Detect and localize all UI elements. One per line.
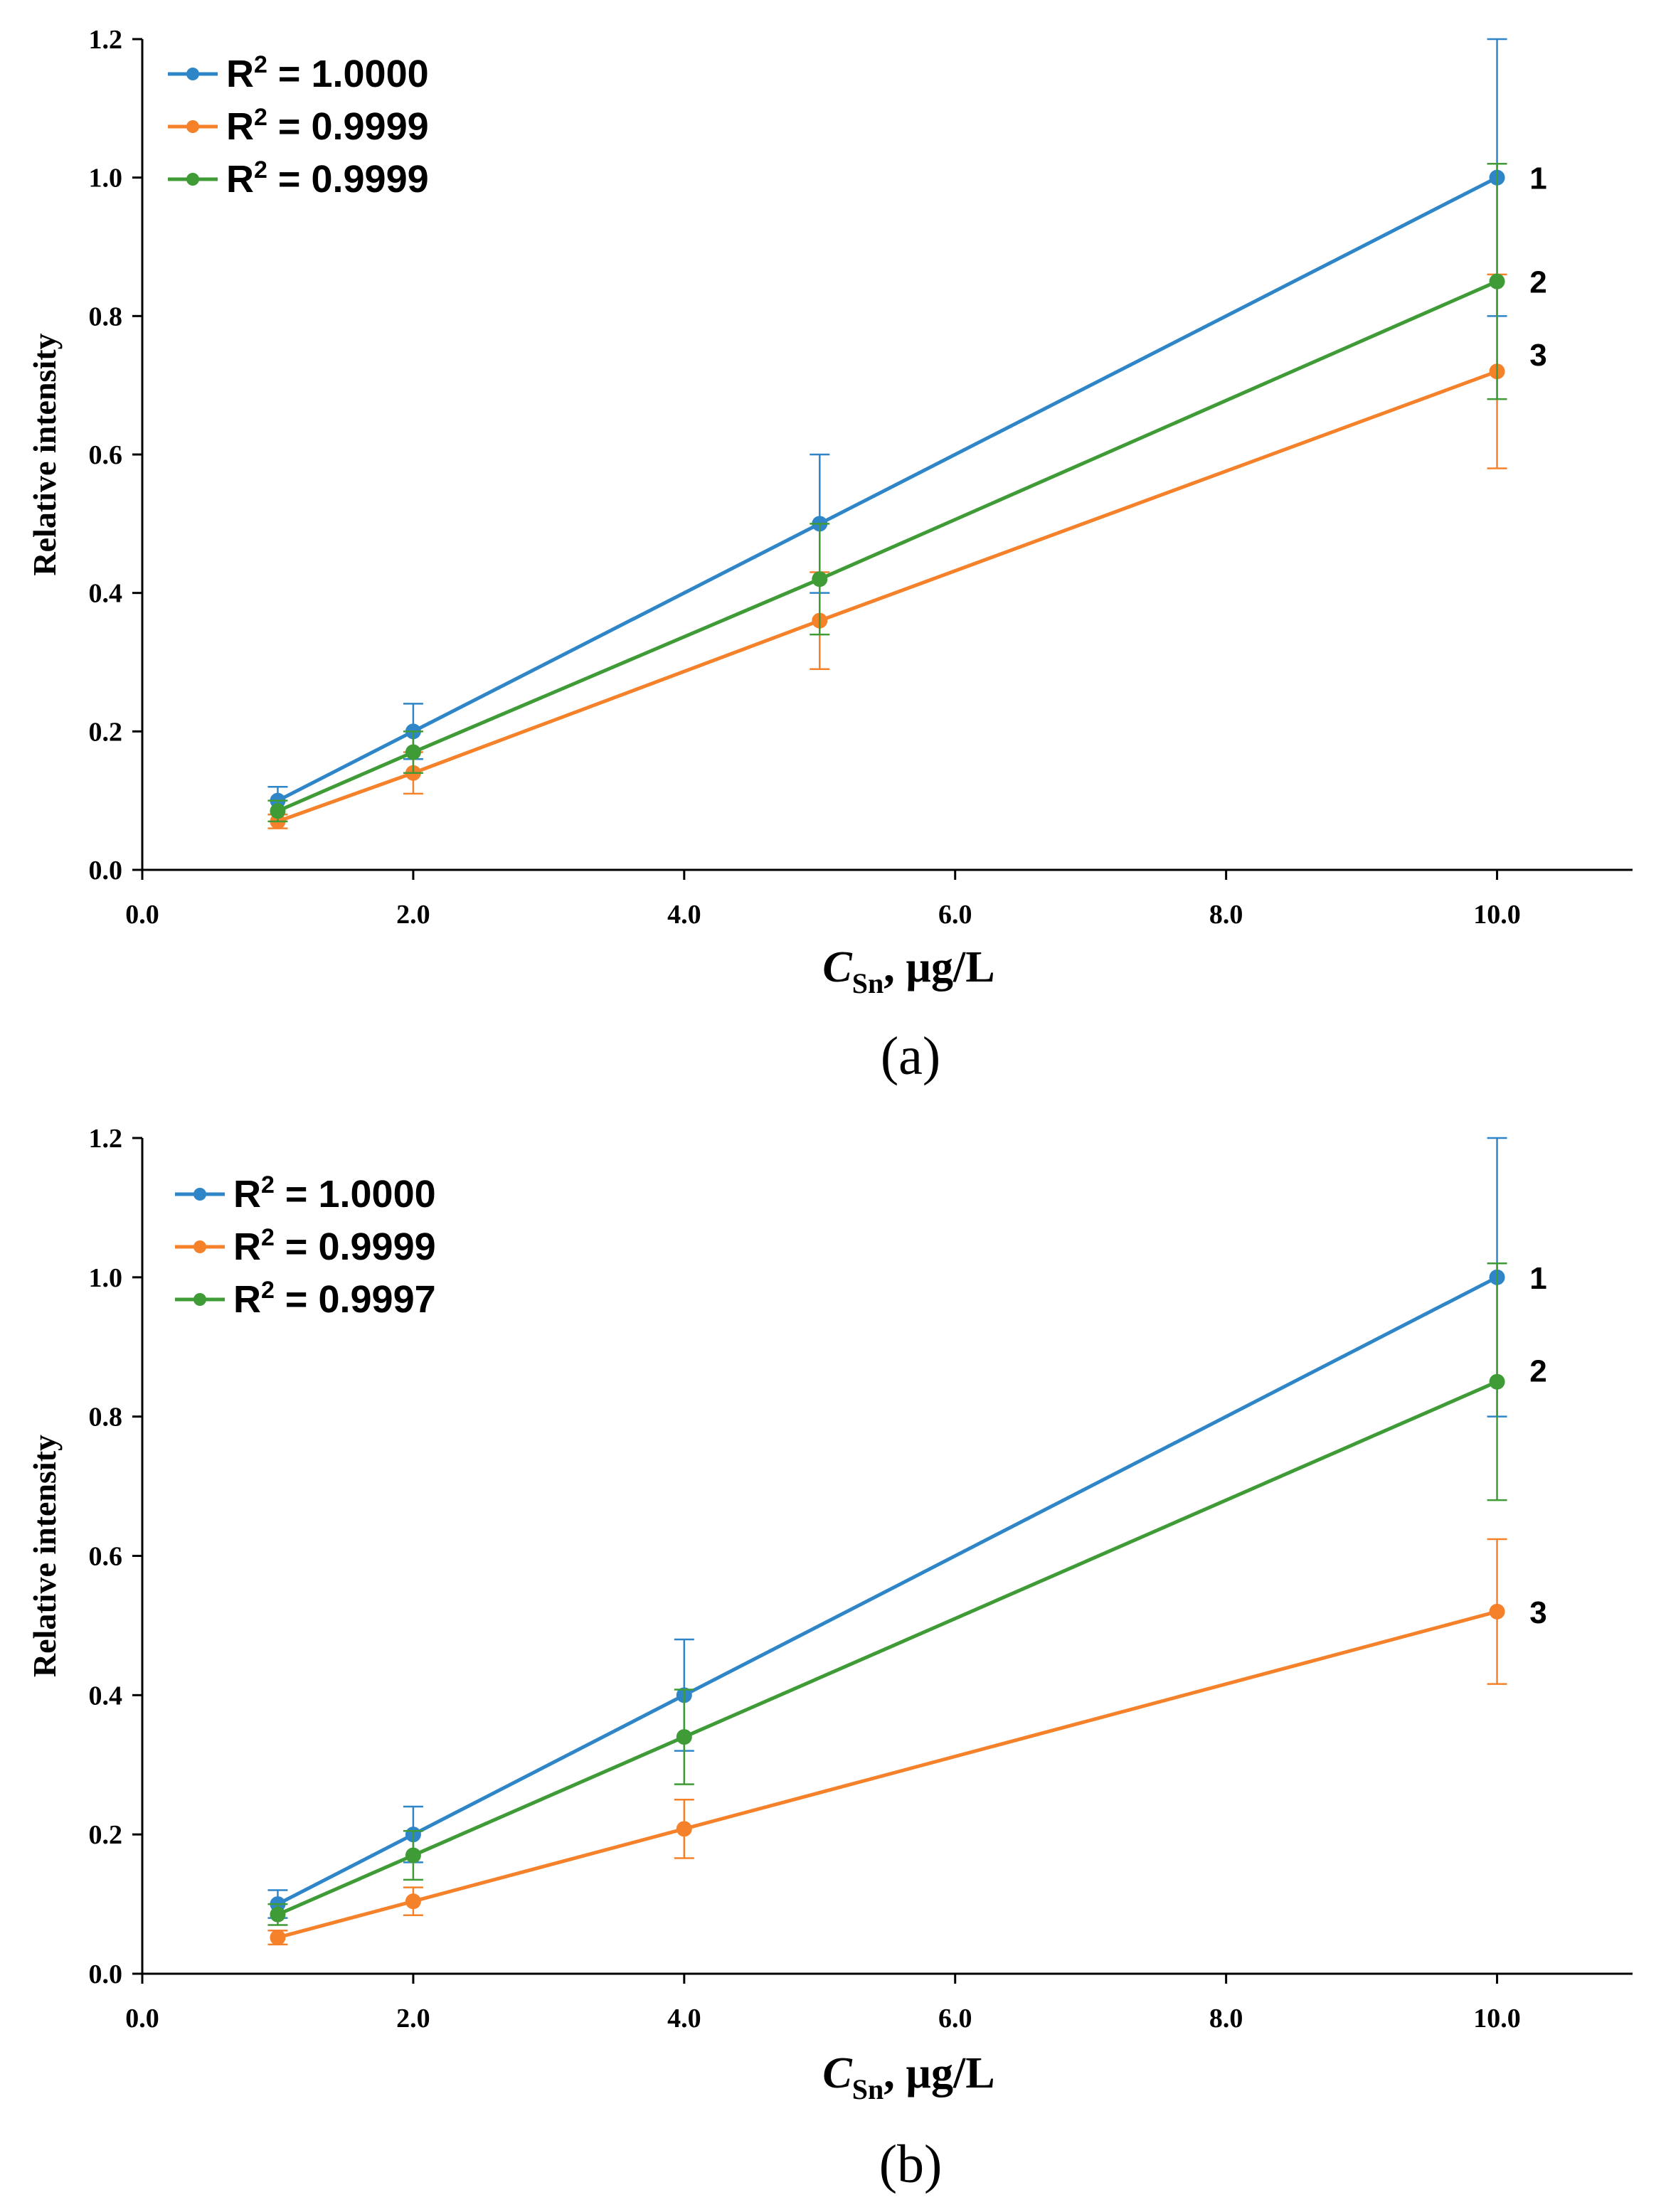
x-axis-title-symbol: C [822, 2049, 852, 2097]
legend-swatch-marker [186, 68, 199, 80]
legend-swatch-marker [186, 120, 199, 133]
x-tick-label: 6.0 [938, 2004, 972, 2033]
legend-entry-value: = 1.0000 [275, 1173, 436, 1216]
chart-panel-a: 0.0 0.2 0.4 0.6 0.8 1.0 1.2 0.0 2.0 4.0 6.0 8.0 10.0… [26, 25, 1633, 1086]
chart-panel-b: 0.0 0.2 0.4 0.6 0.8 1.0 1.2 0.0 2.0 4.0 6.0 8.0 10.0… [26, 1124, 1633, 2194]
series-line [277, 369, 1498, 824]
x-tick-label: 4.0 [667, 900, 701, 930]
data-point [812, 571, 828, 587]
curve-label: 3 [1529, 338, 1546, 373]
series-line [277, 1275, 1498, 1906]
legend-entry-value: = 0.9999 [275, 1225, 436, 1268]
legend-entry: R2 = 0.9997 [233, 1277, 436, 1321]
x-axis-title-symbol: C [822, 943, 852, 991]
y-tick-label: 0.0 [89, 856, 123, 886]
curve-label: 2 [1529, 1354, 1546, 1389]
curve-label: 3 [1529, 1595, 1546, 1630]
data-point [405, 1893, 421, 1910]
series-2: 3 [267, 1538, 1547, 1946]
x-axis-title: CSn, µg/L [822, 943, 994, 999]
x-axis-title-unit: , µg/L [883, 943, 994, 991]
legend-swatch-marker [186, 173, 199, 186]
legend-entry: R2 = 0.9999 [226, 156, 429, 201]
legend-entry-superscript: 2 [254, 51, 267, 78]
legend-swatch-marker [193, 1240, 206, 1253]
data-point [405, 744, 421, 760]
data-point [405, 1847, 421, 1863]
data-point [270, 803, 286, 819]
curve-label: 2 [1529, 265, 1546, 300]
legend-entry-value: = 0.9997 [275, 1278, 436, 1321]
y-tick-label: 0.8 [89, 1403, 123, 1432]
data-point [270, 1930, 286, 1946]
series-1: 1 [267, 1137, 1547, 1919]
panel-caption: (b) [879, 2134, 943, 2194]
legend-entry-prefix: R [226, 158, 254, 201]
x-tick-label: 10.0 [1473, 2004, 1521, 2033]
y-tick-label: 0.0 [89, 1960, 123, 1989]
legend-entry-prefix: R [226, 53, 254, 95]
y-tick-label: 1.0 [89, 164, 123, 193]
y-tick-label: 0.2 [89, 1820, 123, 1850]
x-axis-title-subscript: Sn [852, 2073, 884, 2105]
data-point [1489, 1373, 1505, 1390]
y-tick-label: 0.6 [89, 440, 123, 470]
y-tick-label: 1.0 [89, 1263, 123, 1293]
legend-entry-value: = 0.9999 [267, 105, 429, 148]
x-tick-label: 6.0 [938, 900, 972, 930]
data-point [676, 1729, 692, 1745]
legend-entry-superscript: 2 [261, 1224, 275, 1251]
legend-entry-prefix: R [233, 1173, 261, 1216]
data-point [676, 1821, 692, 1837]
x-tick-label: 2.0 [396, 900, 430, 930]
legend-entry-prefix: R [226, 105, 254, 148]
x-tick-label: 2.0 [396, 2004, 430, 2033]
series-3: 2 [267, 162, 1547, 823]
x-axis-title-unit: , µg/L [883, 2049, 994, 2097]
y-tick-label: 1.2 [89, 25, 123, 55]
x-tick-label: 8.0 [1209, 2004, 1243, 2033]
curve-label: 1 [1529, 1261, 1546, 1296]
y-tick-label: 0.6 [89, 1542, 123, 1572]
legend-entry: R2 = 1.0000 [226, 51, 429, 95]
x-tick-label: 8.0 [1209, 900, 1243, 930]
x-tick-label: 0.0 [125, 2004, 159, 2033]
series-line [277, 176, 1498, 802]
series-3: 2 [267, 1262, 1547, 1926]
y-tick-label: 0.8 [89, 302, 123, 331]
data-point [1489, 1603, 1505, 1620]
series-line [277, 1610, 1498, 1940]
y-tick-label: 0.4 [89, 1681, 123, 1711]
x-tick-label: 10.0 [1473, 900, 1521, 930]
legend-swatch-marker [193, 1188, 206, 1201]
x-tick-label: 4.0 [667, 2004, 701, 2033]
data-point [1489, 273, 1505, 289]
legend-entry: R2 = 1.0000 [233, 1171, 436, 1216]
y-axis-title: Relative intensity [26, 333, 63, 575]
y-tick-label: 1.2 [89, 1124, 123, 1154]
legend-entry-prefix: R [233, 1225, 261, 1268]
x-axis-title: CSn, µg/L [822, 2049, 994, 2105]
panel-caption: (a) [881, 1026, 940, 1086]
legend-entry: R2 = 0.9999 [233, 1224, 436, 1268]
y-axis-title: Relative intensity [26, 1435, 63, 1677]
legend-entry-superscript: 2 [254, 156, 267, 184]
legend-entry-value: = 1.0000 [267, 53, 429, 95]
x-tick-label: 0.0 [125, 900, 159, 930]
curve-label: 1 [1529, 161, 1546, 196]
legend-entry-superscript: 2 [261, 1277, 275, 1304]
legend-swatch-marker [193, 1293, 206, 1306]
series-line [277, 1380, 1498, 1917]
legend-entry-prefix: R [233, 1278, 261, 1321]
y-tick-label: 0.4 [89, 579, 123, 609]
series-line [277, 280, 1498, 813]
x-axis-title-subscript: Sn [852, 967, 884, 999]
data-point [270, 1906, 286, 1923]
y-tick-label: 0.2 [89, 717, 123, 747]
legend-entry: R2 = 0.9999 [226, 104, 429, 148]
legend-entry-superscript: 2 [254, 104, 267, 131]
legend-entry-superscript: 2 [261, 1171, 275, 1198]
legend-entry-value: = 0.9999 [267, 158, 429, 201]
